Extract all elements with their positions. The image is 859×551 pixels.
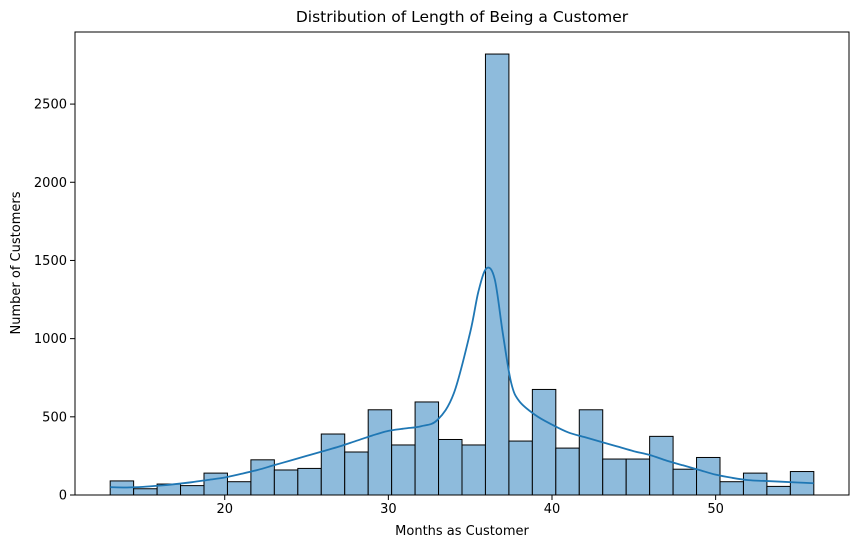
y-tick-label-0: 0 [59,489,67,504]
histogram-bar-28 [766,485,791,496]
histogram-bar-12 [391,444,416,496]
x-tick-label-0: 20 [216,502,233,517]
histogram-bar-5 [226,481,252,496]
kde-line [110,266,814,489]
histogram-bar-27 [742,472,768,496]
histogram-bar-21 [602,458,627,496]
histogram-bar-6 [250,459,275,496]
x-tick-label-1: 30 [380,502,397,517]
x-axis-ticks: 20 30 40 50 [216,495,724,517]
histogram-bar-9 [320,433,346,496]
histogram-bar-8 [297,467,322,496]
chart-title: Distribution of Length of Being a Custom… [296,8,629,26]
histogram-bar-10 [344,451,369,496]
histogram-bar-20 [578,409,604,496]
histogram-bar-4 [203,472,228,496]
histogram-bar-13 [414,401,440,496]
y-axis-ticks: 0 500 1000 1500 2000 2500 [34,98,75,504]
histogram-bar-1 [133,488,158,496]
histogram-bar-26 [719,481,744,496]
y-tick-label-3: 1500 [34,254,67,269]
histogram-bar-23 [649,435,674,496]
y-tick-label-5: 2500 [34,98,67,113]
y-tick-label-1: 500 [42,410,67,425]
x-axis-label: Months as Customer [395,524,529,539]
histogram-bar-3 [180,485,205,496]
x-tick-label-2: 40 [544,502,561,517]
x-tick-label-3: 50 [707,502,724,517]
kde-layer [110,266,814,489]
histogram-bar-18 [531,388,557,496]
histogram-bar-25 [696,456,721,496]
y-tick-label-2: 1000 [34,332,67,347]
y-axis-label: Number of Customers [9,191,24,334]
y-tick-label-4: 2000 [34,176,67,191]
histogram-bar-22 [625,458,651,496]
histogram-bar-17 [508,440,533,496]
plot-frame [74,31,850,496]
histogram-bar-14 [438,438,463,496]
histogram-bar-11 [367,409,393,496]
histogram-bar-7 [273,469,299,496]
bars-layer [109,53,815,496]
histogram-bar-15 [461,444,486,496]
histogram-bar-16 [484,53,510,496]
histogram-bar-19 [555,447,580,496]
histogram-bar-24 [672,468,698,496]
